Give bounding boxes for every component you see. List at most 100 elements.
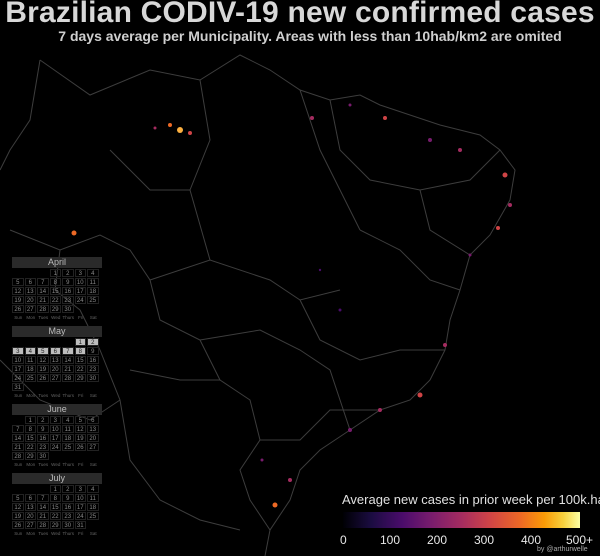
calendar-weekday: Wed <box>51 531 61 536</box>
calendar-day: 5 <box>12 494 24 502</box>
calendar-day: 16 <box>37 434 49 442</box>
calendar-weekday: Fri <box>78 462 84 467</box>
calendar-day: 15 <box>24 434 36 442</box>
calendar-day: 23 <box>62 296 74 304</box>
calendar-day: 22 <box>24 443 36 451</box>
calendar-weekday: Sun <box>14 531 23 536</box>
calendar-weekday-row: Sun Mon Tues Wed Thurs Fri Sat <box>12 393 102 398</box>
calendar-empty-cell <box>12 485 24 493</box>
calendar-day: 24 <box>74 512 86 520</box>
calendar-weekday: Tues <box>38 315 49 320</box>
calendar-day: 24 <box>12 374 24 382</box>
calendar-weekday: Tues <box>38 531 49 536</box>
calendar-day: 28 <box>12 452 24 460</box>
calendar-day: 18 <box>62 434 74 442</box>
calendar-weekday: Fri <box>78 315 84 320</box>
calendar-day-grid: 1 2 3 4 5 6 7 8 9 10 11 12 13 14 15 16 17 18 19 20 21 22 23 24 2… <box>12 416 102 460</box>
calendar-day: 9 <box>87 347 99 355</box>
calendar-day: 13 <box>24 287 36 295</box>
legend-tick: 400 <box>521 533 542 547</box>
calendar-month-title: April <box>12 257 102 268</box>
calendar-month: April 1 2 3 4 5 6 7 8 9 10 11 12 13 14 15 16 17 18 19 20 21 22… <box>12 257 102 320</box>
calendar-weekday: Wed <box>51 315 61 320</box>
calendar-day: 29 <box>49 521 61 529</box>
calendar-day: 6 <box>87 416 99 424</box>
calendar-day: 3 <box>74 269 86 277</box>
calendar-day: 13 <box>24 503 36 511</box>
calendar-weekday: Thurs <box>62 315 74 320</box>
calendar-day: 25 <box>24 374 36 382</box>
calendar-panel: April 1 2 3 4 5 6 7 8 9 10 11 12 13 14 15 16 17 18 19 20 21 22… <box>12 257 102 542</box>
calendar-empty-cell <box>50 338 62 346</box>
calendar-day: 10 <box>74 494 86 502</box>
calendar-weekday: Thurs <box>62 462 74 467</box>
calendar-day: 18 <box>87 503 99 511</box>
calendar-day: 17 <box>49 434 61 442</box>
calendar-day-grid: 1 2 3 4 5 6 7 8 9 10 11 12 13 14 15 16 17 18 19 20 21 22 23 24 2… <box>12 338 102 391</box>
calendar-day: 22 <box>49 296 61 304</box>
calendar-weekday: Sun <box>14 462 23 467</box>
calendar-day: 30 <box>87 374 99 382</box>
calendar-day: 28 <box>37 521 49 529</box>
calendar-day: 2 <box>62 485 74 493</box>
calendar-day: 7 <box>62 347 74 355</box>
calendar-day: 12 <box>37 356 49 364</box>
author-credit: by @arthurwelle <box>537 546 588 553</box>
calendar-day: 2 <box>62 269 74 277</box>
calendar-day: 14 <box>12 434 24 442</box>
calendar-day: 7 <box>12 425 24 433</box>
calendar-weekday: Mon <box>26 393 36 398</box>
calendar-day: 5 <box>12 278 24 286</box>
calendar-day: 18 <box>87 287 99 295</box>
calendar-day: 3 <box>49 416 61 424</box>
calendar-weekday: Mon <box>26 315 36 320</box>
calendar-day: 3 <box>74 485 86 493</box>
calendar-day: 12 <box>12 503 24 511</box>
calendar-day: 20 <box>49 365 61 373</box>
calendar-day: 22 <box>74 365 86 373</box>
calendar-weekday: Sun <box>14 393 23 398</box>
calendar-day: 30 <box>62 521 74 529</box>
calendar-day: 27 <box>49 374 61 382</box>
calendar-day: 24 <box>74 296 86 304</box>
calendar-day: 21 <box>12 443 24 451</box>
legend-title: Average new cases in prior week per 100k… <box>342 492 600 507</box>
calendar-day: 14 <box>37 503 49 511</box>
calendar-weekday: Sat <box>89 393 97 398</box>
calendar-day: 28 <box>62 374 74 382</box>
calendar-day: 16 <box>87 356 99 364</box>
calendar-day: 21 <box>37 296 49 304</box>
calendar-day: 6 <box>24 278 36 286</box>
calendar-day: 10 <box>74 278 86 286</box>
calendar-day: 29 <box>24 452 36 460</box>
calendar-day-grid: 1 2 3 4 5 6 7 8 9 10 11 12 13 14 15 16 17 18 19 20 21 22 23 24 2… <box>12 269 102 313</box>
calendar-weekday: Thurs <box>62 531 74 536</box>
calendar-day: 19 <box>12 512 24 520</box>
calendar-day: 28 <box>37 305 49 313</box>
legend-tick: 0 <box>340 533 347 547</box>
calendar-day: 30 <box>37 452 49 460</box>
calendar-day: 1 <box>49 269 61 277</box>
calendar-day: 4 <box>24 347 36 355</box>
calendar-empty-cell <box>12 338 24 346</box>
calendar-day: 9 <box>62 494 74 502</box>
calendar-day: 30 <box>62 305 74 313</box>
calendar-day: 13 <box>49 356 61 364</box>
calendar-day: 16 <box>62 287 74 295</box>
legend-tick: 200 <box>427 533 448 547</box>
calendar-month: May 1 2 3 4 5 6 7 8 9 10 11 12 13 14 15 16 17 18 19 20 21 22 23… <box>12 326 102 398</box>
calendar-weekday: Fri <box>78 531 84 536</box>
calendar-day: 23 <box>87 365 99 373</box>
calendar-day: 10 <box>12 356 24 364</box>
calendar-day: 20 <box>24 512 36 520</box>
calendar-day: 23 <box>62 512 74 520</box>
calendar-day: 13 <box>87 425 99 433</box>
calendar-day: 26 <box>12 305 24 313</box>
calendar-day: 19 <box>12 296 24 304</box>
calendar-day: 17 <box>74 287 86 295</box>
calendar-day: 4 <box>87 269 99 277</box>
calendar-day: 9 <box>62 278 74 286</box>
calendar-day: 6 <box>49 347 61 355</box>
color-scale-bar <box>343 512 580 528</box>
calendar-day: 17 <box>12 365 24 373</box>
